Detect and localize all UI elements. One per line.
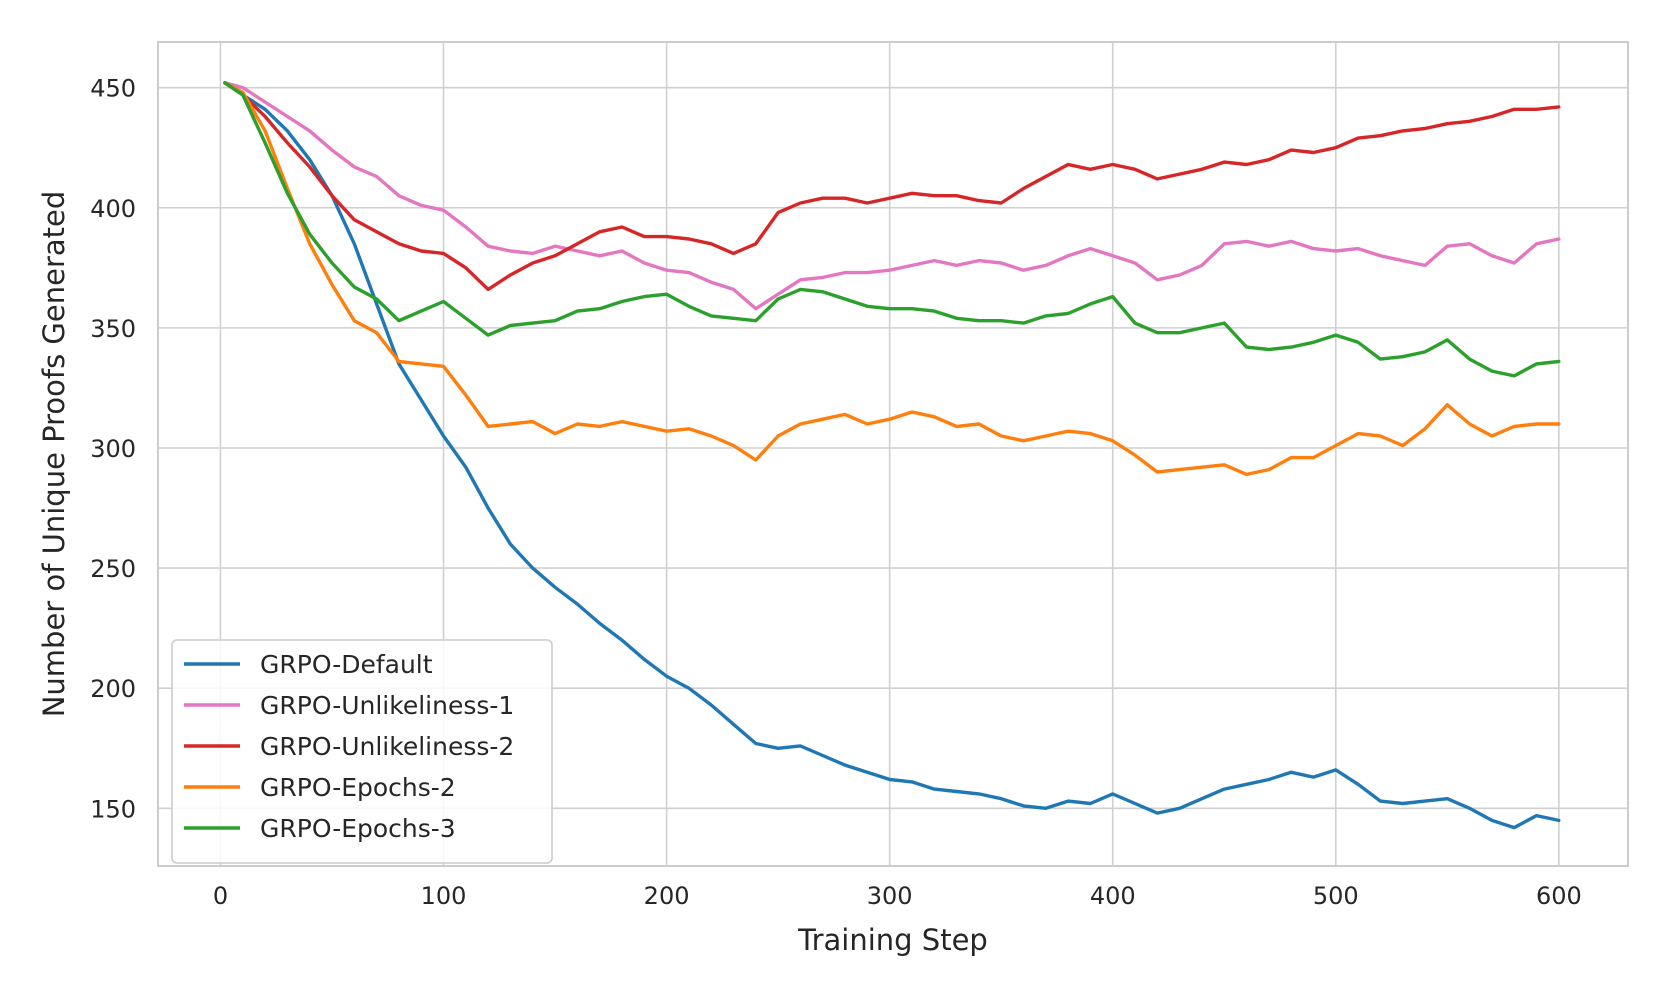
x-axis-label: Training Step: [797, 923, 988, 957]
legend-label: GRPO-Unlikeliness-2: [260, 732, 514, 761]
x-tick-label: 600: [1536, 882, 1582, 910]
y-axis-label: Number of Unique Proofs Generated: [37, 191, 71, 718]
x-axis-ticks: 0 100 200 300 400 500 600: [213, 882, 1582, 910]
series-line-grpo-unlikeliness-2: [223, 81, 1561, 292]
series-line-grpo-unlikeliness-1: [223, 81, 1561, 311]
x-tick-label: 100: [421, 882, 467, 910]
legend-label: GRPO-Unlikeliness-1: [260, 691, 514, 720]
x-tick-label: 500: [1313, 882, 1359, 910]
x-tick-label: 200: [644, 882, 690, 910]
legend-label: GRPO-Epochs-3: [260, 814, 456, 843]
grid: [158, 42, 1628, 866]
x-tick-label: 300: [867, 882, 913, 910]
y-axis-ticks: 150 200 250 300 350 400 450: [90, 75, 136, 824]
x-tick-label: 400: [1090, 882, 1136, 910]
legend: GRPO-Default GRPO-Unlikeliness-1 GRPO-Unli…: [171, 639, 553, 864]
y-tick-label: 250: [90, 555, 136, 583]
y-tick-label: 200: [90, 675, 136, 703]
x-tick-label: 0: [213, 882, 228, 910]
y-tick-label: 400: [90, 195, 136, 223]
legend-box: [171, 639, 553, 864]
series-line-grpo-default: [223, 81, 1561, 830]
y-tick-label: 350: [90, 315, 136, 343]
plot-frame: [157, 41, 1629, 867]
y-tick-label: 450: [90, 75, 136, 103]
series-lines: [223, 81, 1561, 830]
series-line-grpo-epochs-2: [223, 81, 1561, 477]
legend-label: GRPO-Epochs-2: [260, 773, 456, 802]
y-tick-label: 150: [90, 795, 136, 823]
series-line-grpo-epochs-3: [223, 81, 1561, 378]
legend-label: GRPO-Default: [260, 650, 433, 679]
y-tick-label: 300: [90, 435, 136, 463]
